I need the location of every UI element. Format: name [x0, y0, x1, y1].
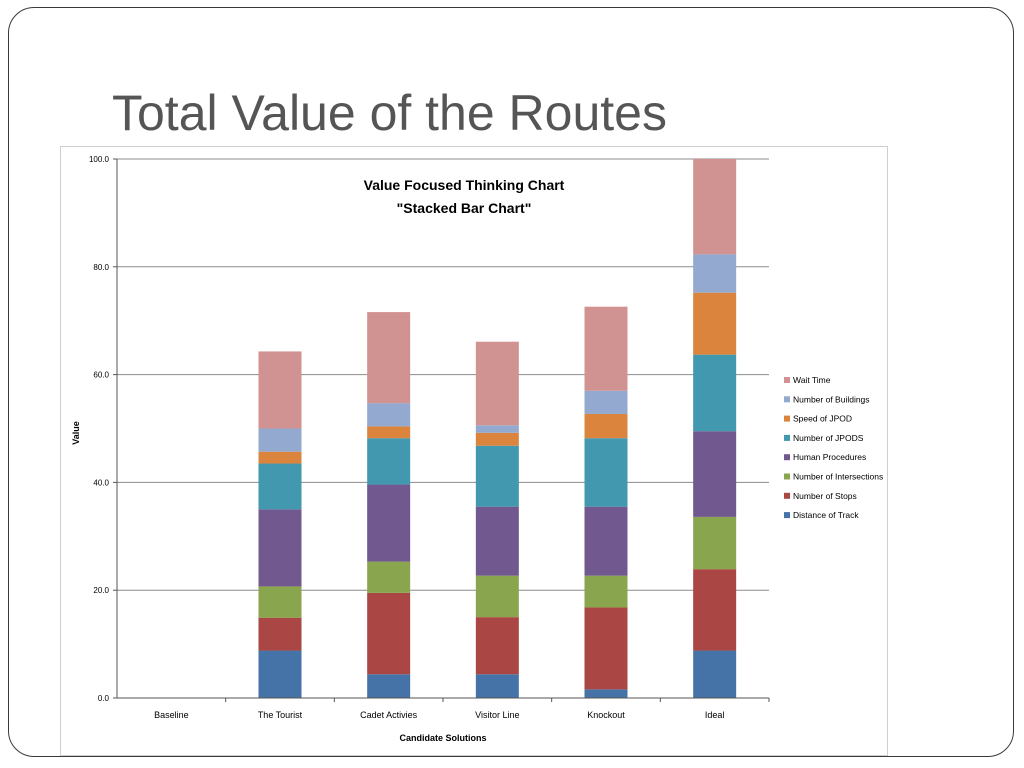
- bar-segment: [584, 438, 628, 507]
- legend: Wait Time Number of Buildings Speed of JPO…: [784, 375, 883, 520]
- x-tick-label: Cadet Activies: [360, 710, 418, 720]
- legend-label: Human Procedures: [793, 452, 866, 462]
- x-axis-label: Candidate Solutions: [399, 733, 486, 743]
- bar-segment: [367, 438, 411, 485]
- legend-swatch: [784, 492, 790, 499]
- bar-segment: [258, 617, 302, 651]
- legend-swatch: [784, 396, 790, 403]
- legend-label: Speed of JPOD: [793, 414, 852, 424]
- bar-segment: [367, 484, 411, 562]
- bar-segment: [584, 413, 628, 439]
- y-axis-label: Value: [71, 421, 81, 445]
- bar-segment: [475, 506, 519, 576]
- bar-segment: [693, 431, 737, 517]
- bar-segment: [693, 516, 737, 570]
- bar-segment: [367, 403, 411, 427]
- bar-segment: [475, 425, 519, 433]
- bar-segment: [584, 506, 628, 576]
- bar-segment: [693, 254, 737, 293]
- legend-swatch: [784, 434, 790, 441]
- bar-segment: [258, 650, 302, 698]
- y-tick-label: 60.0: [93, 371, 109, 380]
- legend-label: Number of Intersections: [793, 472, 883, 482]
- x-tick-label: Baseline: [154, 710, 189, 720]
- bar-segment: [258, 509, 302, 587]
- x-tick-label: The Tourist: [258, 710, 303, 720]
- bar-segment: [693, 292, 737, 355]
- slide-title: Total Value of the Routes: [112, 85, 667, 141]
- legend-swatch: [784, 377, 790, 383]
- y-tick-label: 40.0: [93, 478, 109, 487]
- bar-segment: [693, 354, 737, 432]
- chart-frame: 0.0 20.0 40.0 60.0 80.0 100.0 Baseline The Tour…: [60, 146, 888, 756]
- bar-segment: [584, 306, 628, 391]
- legend-swatch: [784, 473, 790, 480]
- legend-label: Distance of Track: [793, 510, 859, 520]
- legend-label: Number of Buildings: [793, 394, 870, 404]
- bar-segment: [584, 607, 628, 690]
- bar-stacks: [258, 159, 737, 698]
- x-tick-label: Ideal: [705, 710, 725, 720]
- bar-segment: [693, 650, 737, 698]
- legend-swatch: [784, 415, 790, 422]
- bar-segment: [584, 575, 628, 608]
- bar-segment: [258, 586, 302, 618]
- chart-title: Value Focused Thinking Chart: [364, 177, 565, 193]
- bar-segment: [693, 569, 737, 651]
- bar-segment: [584, 689, 628, 698]
- x-tick-label: Knockout: [587, 710, 625, 720]
- bar-segment: [367, 592, 411, 675]
- bar-segment: [475, 674, 519, 698]
- bar-segment: [475, 575, 519, 618]
- bar-segment: [367, 312, 411, 404]
- legend-label: Number of Stops: [793, 491, 857, 501]
- bar-segment: [475, 432, 519, 446]
- legend-swatch: [784, 512, 790, 519]
- axes: 0.0 20.0 40.0 60.0 80.0 100.0 Baseline The Tour…: [89, 155, 770, 720]
- bar-segment: [258, 451, 302, 464]
- y-tick-label: 0.0: [98, 694, 110, 703]
- bar-segment: [475, 445, 519, 507]
- bar-segment: [258, 463, 302, 510]
- bar-segment: [258, 428, 302, 452]
- y-tick-label: 20.0: [93, 586, 109, 595]
- legend-label: Number of JPODS: [793, 433, 864, 443]
- chart-subtitle: "Stacked Bar Chart": [397, 200, 532, 216]
- y-tick-label: 80.0: [93, 263, 109, 272]
- x-tick-label: Visitor Line: [475, 710, 519, 720]
- slide-frame: [8, 7, 1014, 757]
- bar-segment: [475, 617, 519, 675]
- legend-swatch: [784, 454, 790, 461]
- gridlines: [117, 158, 769, 699]
- legend-label: Wait Time: [793, 375, 831, 385]
- bar-segment: [475, 341, 519, 426]
- bar-segment: [367, 674, 411, 698]
- stacked-bar-chart: 0.0 20.0 40.0 60.0 80.0 100.0 Baseline The Tour…: [71, 155, 883, 743]
- bar-segment: [693, 159, 737, 255]
- bar-segment: [258, 351, 302, 429]
- bar-segment: [584, 390, 628, 414]
- y-tick-label: 100.0: [89, 155, 110, 164]
- bar-segment: [367, 561, 411, 593]
- bar-segment: [367, 426, 411, 439]
